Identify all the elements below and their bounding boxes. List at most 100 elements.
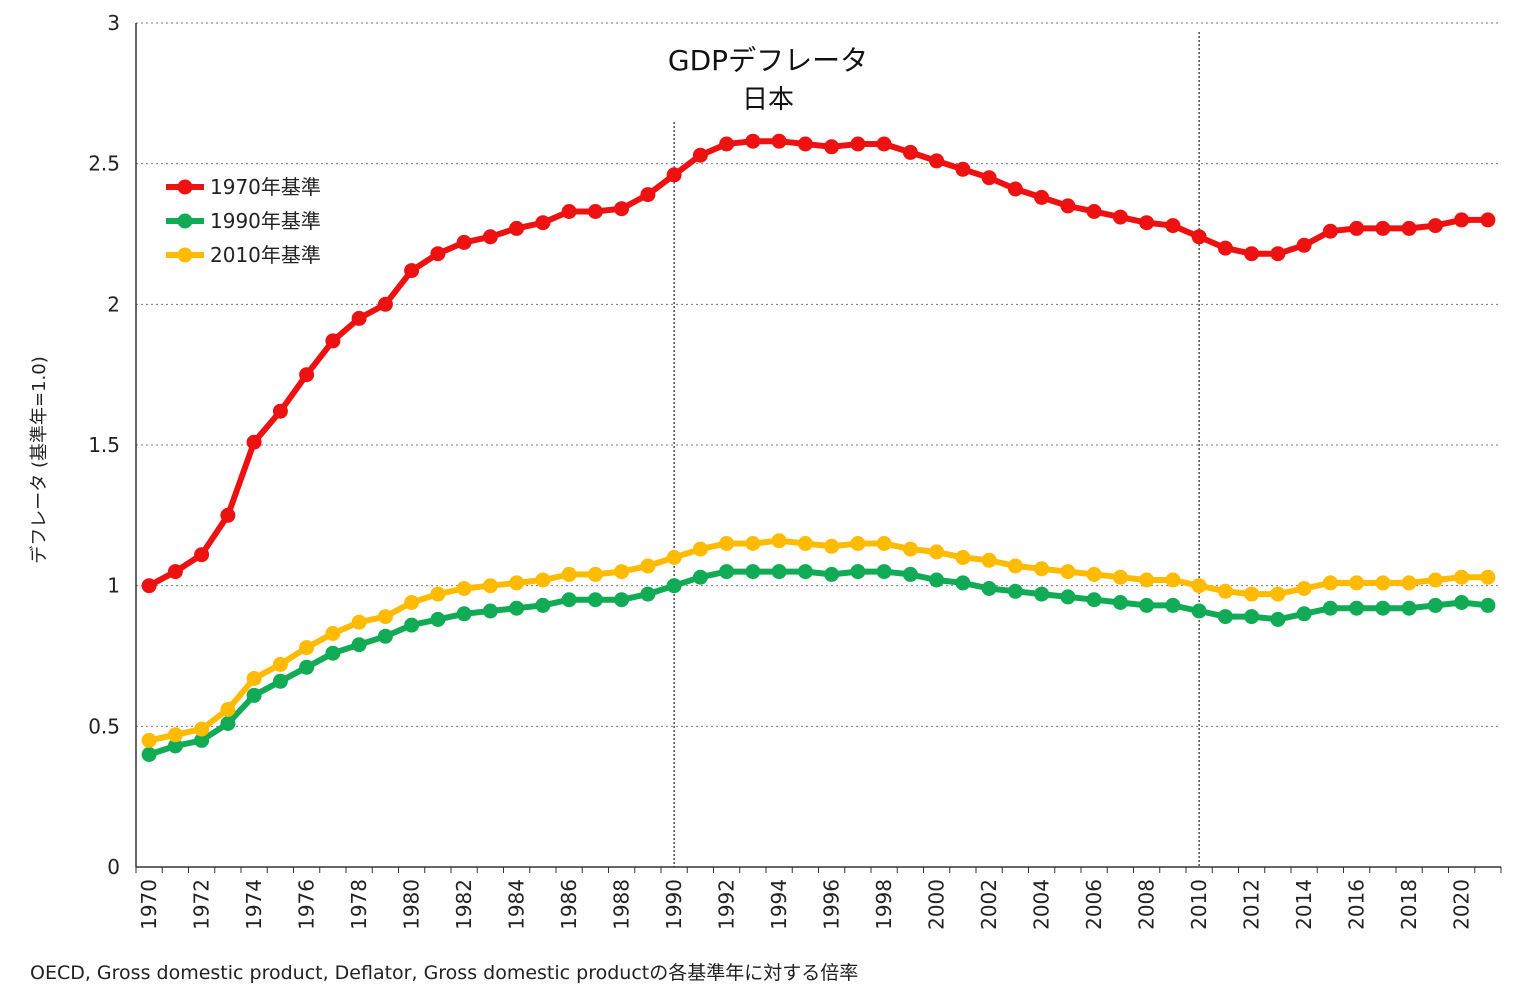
data-point	[1349, 600, 1365, 616]
data-point	[981, 581, 997, 596]
data-point	[666, 550, 682, 565]
data-point	[1322, 223, 1338, 239]
data-point	[640, 187, 656, 203]
data-point	[1112, 569, 1128, 585]
x-tick-label: 1970	[137, 879, 161, 930]
data-point	[404, 595, 420, 610]
legend-label: 1970年基準	[210, 175, 321, 199]
data-point	[509, 575, 525, 591]
data-point	[1007, 583, 1023, 599]
data-point	[404, 617, 420, 633]
x-tick-label: 2002	[977, 879, 1001, 930]
data-point	[1217, 240, 1233, 256]
data-point	[876, 564, 892, 580]
x-tick-label: 2008	[1135, 879, 1159, 930]
x-tick-label: 1994	[767, 879, 791, 930]
data-point	[824, 139, 840, 155]
data-point	[1060, 198, 1076, 214]
data-point	[535, 215, 551, 231]
data-point	[850, 136, 866, 152]
data-point	[1375, 575, 1391, 591]
data-point	[535, 597, 551, 613]
data-point	[1480, 597, 1496, 613]
data-point	[1454, 212, 1470, 228]
data-point	[1244, 246, 1260, 262]
legend-swatch-marker	[177, 247, 193, 263]
x-tick-label: 1996	[820, 879, 844, 930]
x-tick-label: 2012	[1240, 879, 1264, 930]
data-point	[1270, 586, 1286, 602]
series-line	[147, 138, 1488, 589]
data-point	[745, 564, 761, 580]
data-point	[1060, 589, 1076, 605]
data-point	[167, 738, 183, 754]
data-point	[430, 586, 446, 602]
x-tick-label: 2006	[1082, 879, 1106, 930]
data-point	[1112, 209, 1128, 225]
data-point	[1244, 609, 1260, 625]
data-point	[745, 133, 761, 149]
data-point	[745, 536, 761, 551]
series-line	[148, 568, 1489, 758]
series-1990年基準	[141, 564, 1496, 762]
data-point	[1427, 572, 1443, 588]
data-point	[771, 533, 787, 549]
x-tick-label: 1988	[610, 879, 634, 930]
data-point	[430, 246, 446, 262]
data-point	[482, 578, 498, 594]
data-point	[1480, 212, 1496, 228]
data-point	[141, 578, 157, 594]
data-point	[1454, 569, 1470, 585]
reference-lines	[673, 32, 1200, 867]
data-point	[876, 136, 892, 152]
data-point	[430, 611, 446, 627]
data-point	[246, 671, 262, 686]
data-point	[771, 564, 787, 580]
data-point	[1349, 220, 1365, 236]
y-axis-label: デフレータ (基準年=1.0)	[29, 356, 50, 564]
data-point	[876, 536, 892, 551]
data-point	[482, 603, 498, 619]
data-point	[1165, 218, 1181, 234]
data-point	[1191, 578, 1207, 594]
data-point	[955, 161, 971, 177]
data-point	[509, 600, 525, 616]
data-point	[797, 136, 813, 152]
data-point	[509, 220, 525, 236]
data-point	[902, 541, 918, 557]
source-caption: OECD, Gross domestic product, Deflator, …	[30, 962, 859, 984]
data-point	[351, 310, 367, 326]
data-point	[351, 637, 367, 653]
data-point	[1322, 600, 1338, 616]
x-tick-label: 2020	[1450, 879, 1474, 930]
data-point	[1139, 215, 1155, 231]
data-point	[797, 536, 813, 551]
data-point	[194, 721, 210, 737]
data-point	[929, 544, 945, 560]
x-tick-label: 1980	[400, 879, 424, 930]
data-point	[272, 673, 288, 689]
data-point	[640, 586, 656, 602]
y-tick-labels: 0 0.5 1 1.5 2 2.5 3	[88, 11, 120, 879]
data-point	[1427, 218, 1443, 234]
data-point	[1165, 572, 1181, 588]
data-point	[1375, 220, 1391, 236]
data-point	[824, 566, 840, 582]
data-point	[299, 367, 315, 383]
data-point	[1296, 606, 1312, 622]
data-point	[456, 234, 472, 250]
data-point	[850, 564, 866, 580]
data-point	[797, 564, 813, 580]
legend-swatch-marker	[177, 213, 193, 229]
x-tick-label: 1972	[190, 879, 214, 930]
legend-label: 1990年基準	[210, 209, 321, 233]
data-point	[719, 564, 735, 580]
data-point	[1244, 586, 1260, 602]
chart-title: GDPデフレータ	[668, 44, 868, 77]
data-point	[246, 687, 262, 703]
data-point	[325, 645, 341, 661]
data-point	[351, 614, 367, 630]
y-tick-label: 3	[107, 11, 120, 35]
data-point	[771, 133, 787, 149]
data-point	[561, 566, 577, 582]
